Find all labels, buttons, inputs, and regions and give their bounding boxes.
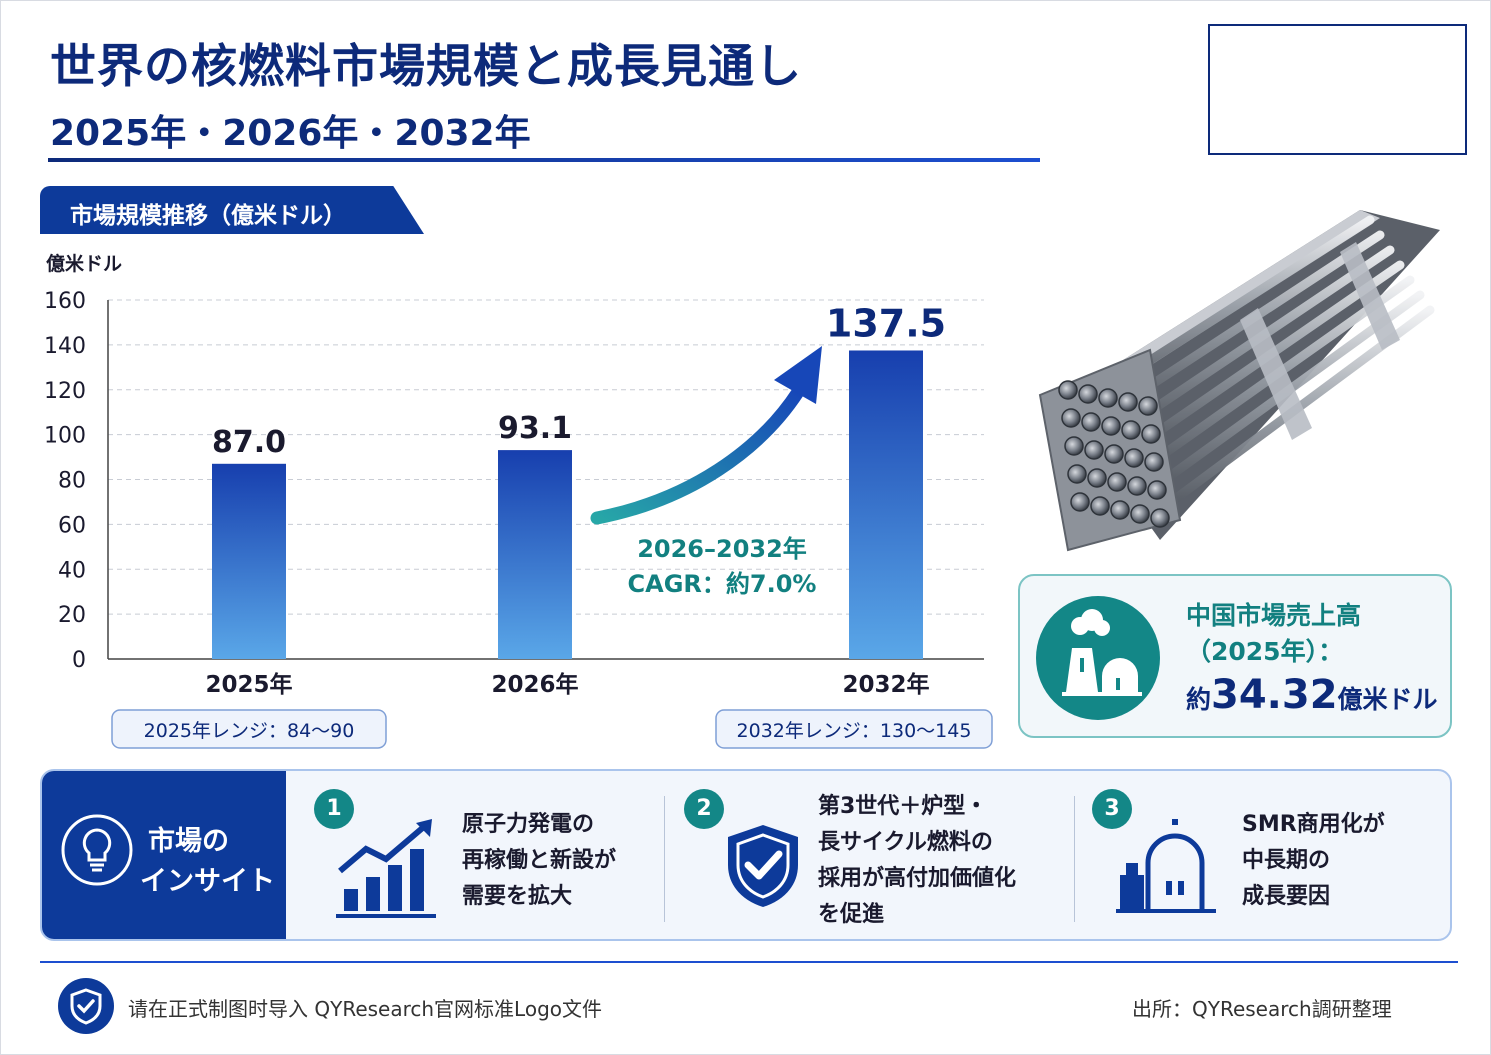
- shield-check-icon: [58, 978, 114, 1034]
- page-subtitle: 2025年・2026年・2032年: [50, 113, 531, 154]
- insight-line: 需要を拡大: [462, 884, 573, 909]
- insight-line: を促進: [818, 902, 885, 927]
- x-tick-label: 2032年: [842, 671, 929, 698]
- bar-value-label: 87.0: [212, 425, 286, 460]
- y-tick-label: 20: [58, 603, 86, 628]
- range-note-box: [715, 709, 993, 749]
- china-value-prefix: 約: [1186, 685, 1212, 714]
- fuel-assembly-image: [1038, 210, 1440, 552]
- y-tick-label: 100: [44, 424, 86, 449]
- x-tick-label: 2025年: [205, 671, 292, 698]
- insight-number-badge: 3: [1092, 789, 1132, 829]
- bar-value-label: 93.1: [498, 411, 572, 446]
- insight-number-badge: 2: [684, 789, 724, 829]
- bar-value-label: 137.5: [826, 301, 946, 345]
- insight-text-3: SMR商用化が 中長期の 成長要因: [1242, 807, 1385, 915]
- y-tick-label: 0: [72, 648, 86, 673]
- page-title: 世界の核燃料市場規模と成長見通し: [50, 39, 802, 93]
- y-tick-label: 40: [58, 558, 86, 583]
- bar: [498, 450, 572, 659]
- footer-note: 请在正式制图时导入 QYResearch官网标准Logo文件: [128, 997, 603, 1021]
- range-note-label: 2025年レンジ：84〜90: [144, 720, 355, 742]
- y-tick-label: 120: [44, 379, 86, 404]
- logo-placeholder-box: [1208, 24, 1467, 155]
- cagr-arrow: [590, 385, 805, 525]
- y-axis-label: 億米ドル: [46, 252, 122, 275]
- range-note-box: [111, 709, 387, 749]
- cagr-value-label: CAGR：約7.0%: [628, 570, 817, 598]
- footer-divider: [40, 961, 1458, 963]
- insight-line: SMR商用化が: [1242, 812, 1385, 837]
- insight-line: 再稼働と新設が: [462, 848, 617, 873]
- insight-line: 長サイクル燃料の: [818, 830, 993, 855]
- insight-header: 市場の インサイト: [42, 771, 286, 939]
- china-market-label: 中国市場売上高: [1186, 601, 1362, 630]
- insight-title-line1: 市場の: [148, 826, 229, 857]
- nuclear-plant-icon: [1036, 596, 1160, 720]
- cagr-arrow-head: [774, 346, 822, 404]
- china-market-year: （2025年）：: [1186, 637, 1344, 666]
- title-underline: [48, 158, 1040, 162]
- section-label: 市場規模推移（億米ドル）: [40, 186, 424, 234]
- market-size-bar-chart: 億米ドル 0 20 40 60 80 100 120 140 160 87.0 2025年 93.1…: [44, 252, 993, 749]
- y-tick-label: 140: [44, 334, 86, 359]
- x-tick-label: 2026年: [491, 671, 578, 698]
- china-market-value: 約34.32億米ドル: [1186, 672, 1438, 718]
- reactor-facility-icon: [1116, 819, 1216, 913]
- insight-line: 原子力発電の: [462, 812, 595, 837]
- bar: [849, 350, 923, 659]
- china-value-unit: 億米ドル: [1337, 685, 1438, 714]
- bar: [212, 463, 286, 659]
- lightbulb-icon: [61, 814, 133, 886]
- china-value-number: 34.32: [1211, 672, 1338, 718]
- insight-text-1: 原子力発電の 再稼働と新設が 需要を拡大: [462, 807, 616, 915]
- insight-text-2: 第3世代＋炉型・ 長サイクル燃料の 採用が高付加価値化 を促進: [818, 789, 1016, 933]
- insight-divider: [664, 796, 665, 922]
- insight-divider: [1074, 796, 1075, 922]
- insight-line: 成長要因: [1242, 884, 1331, 909]
- shield-check-icon: [728, 825, 798, 907]
- source-credit: 出所：QYResearch調研整理: [1132, 997, 1392, 1021]
- market-insight-panel: 市場の インサイト 1 原子力発電の 再稼働と新設が 需要を拡大 2 第3世代＋…: [40, 769, 1452, 941]
- insight-line: 採用が高付加価値化: [818, 866, 1017, 891]
- growth-chart-icon: [336, 819, 436, 918]
- y-tick-label: 80: [58, 469, 86, 494]
- y-tick-label: 60: [58, 513, 86, 538]
- insight-line: 中長期の: [1242, 848, 1331, 873]
- range-note-label: 2032年レンジ：130〜145: [737, 720, 972, 742]
- insight-title-line2: インサイト: [140, 866, 275, 897]
- insight-line: 第3世代＋炉型・: [818, 794, 988, 819]
- cagr-period-label: 2026–2032年: [637, 535, 807, 563]
- y-tick-label: 160: [44, 289, 86, 314]
- china-market-card: 中国市場売上高 （2025年）： 約34.32億米ドル: [1018, 574, 1452, 738]
- insight-number-badge: 1: [314, 789, 354, 829]
